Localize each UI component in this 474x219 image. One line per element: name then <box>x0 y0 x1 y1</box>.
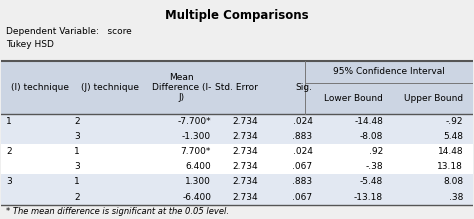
Text: Sig.: Sig. <box>295 83 312 92</box>
Text: 95% Confidence Interval: 95% Confidence Interval <box>333 67 445 76</box>
Text: .067: .067 <box>292 162 312 171</box>
Text: .024: .024 <box>292 147 312 156</box>
Text: .883: .883 <box>292 132 312 141</box>
Text: 7.700*: 7.700* <box>181 147 211 156</box>
Text: -13.18: -13.18 <box>354 193 383 202</box>
Text: -7.700*: -7.700* <box>177 117 211 126</box>
Text: 2: 2 <box>74 117 80 126</box>
Text: 2.734: 2.734 <box>233 177 258 186</box>
Text: 2.734: 2.734 <box>233 132 258 141</box>
Text: 1.300: 1.300 <box>185 177 211 186</box>
Text: (J) technique: (J) technique <box>81 83 139 92</box>
Text: 2.734: 2.734 <box>233 147 258 156</box>
Text: 2.734: 2.734 <box>233 117 258 126</box>
Text: 2: 2 <box>6 147 12 156</box>
Text: .024: .024 <box>292 117 312 126</box>
Text: -6.400: -6.400 <box>182 193 211 202</box>
Text: .883: .883 <box>292 177 312 186</box>
Text: -.38: -.38 <box>365 162 383 171</box>
Text: (I) technique: (I) technique <box>11 83 69 92</box>
Text: Tukey HSD: Tukey HSD <box>6 40 54 49</box>
Text: 8.08: 8.08 <box>443 177 463 186</box>
Text: -14.48: -14.48 <box>354 117 383 126</box>
Text: -8.08: -8.08 <box>360 132 383 141</box>
FancyBboxPatch shape <box>1 159 473 174</box>
Text: Mean
Difference (I-
J): Mean Difference (I- J) <box>152 72 211 102</box>
Text: 1: 1 <box>74 177 80 186</box>
Text: Multiple Comparisons: Multiple Comparisons <box>165 9 309 22</box>
Text: * The mean difference is significant at the 0.05 level.: * The mean difference is significant at … <box>6 207 229 216</box>
Text: 2.734: 2.734 <box>233 162 258 171</box>
Text: Upper Bound: Upper Bound <box>404 94 463 103</box>
Text: Std. Error: Std. Error <box>215 83 258 92</box>
FancyBboxPatch shape <box>1 144 473 159</box>
Text: 3: 3 <box>74 132 80 141</box>
Text: .067: .067 <box>292 193 312 202</box>
Text: 2: 2 <box>74 193 80 202</box>
Text: .38: .38 <box>449 193 463 202</box>
Text: 3: 3 <box>6 177 12 186</box>
FancyBboxPatch shape <box>1 114 473 129</box>
Text: 14.48: 14.48 <box>438 147 463 156</box>
Text: 1: 1 <box>6 117 12 126</box>
Text: Dependent Variable:   score: Dependent Variable: score <box>6 27 132 36</box>
Text: 5.48: 5.48 <box>443 132 463 141</box>
Text: -.92: -.92 <box>446 117 463 126</box>
Text: 1: 1 <box>74 147 80 156</box>
Text: Lower Bound: Lower Bound <box>324 94 383 103</box>
Text: .92: .92 <box>369 147 383 156</box>
Text: 2.734: 2.734 <box>233 193 258 202</box>
FancyBboxPatch shape <box>1 129 473 144</box>
Text: -1.300: -1.300 <box>182 132 211 141</box>
FancyBboxPatch shape <box>1 189 473 205</box>
FancyBboxPatch shape <box>1 174 473 189</box>
Text: 3: 3 <box>74 162 80 171</box>
FancyBboxPatch shape <box>1 61 473 114</box>
Text: 6.400: 6.400 <box>185 162 211 171</box>
Text: 13.18: 13.18 <box>438 162 463 171</box>
Text: -5.48: -5.48 <box>360 177 383 186</box>
